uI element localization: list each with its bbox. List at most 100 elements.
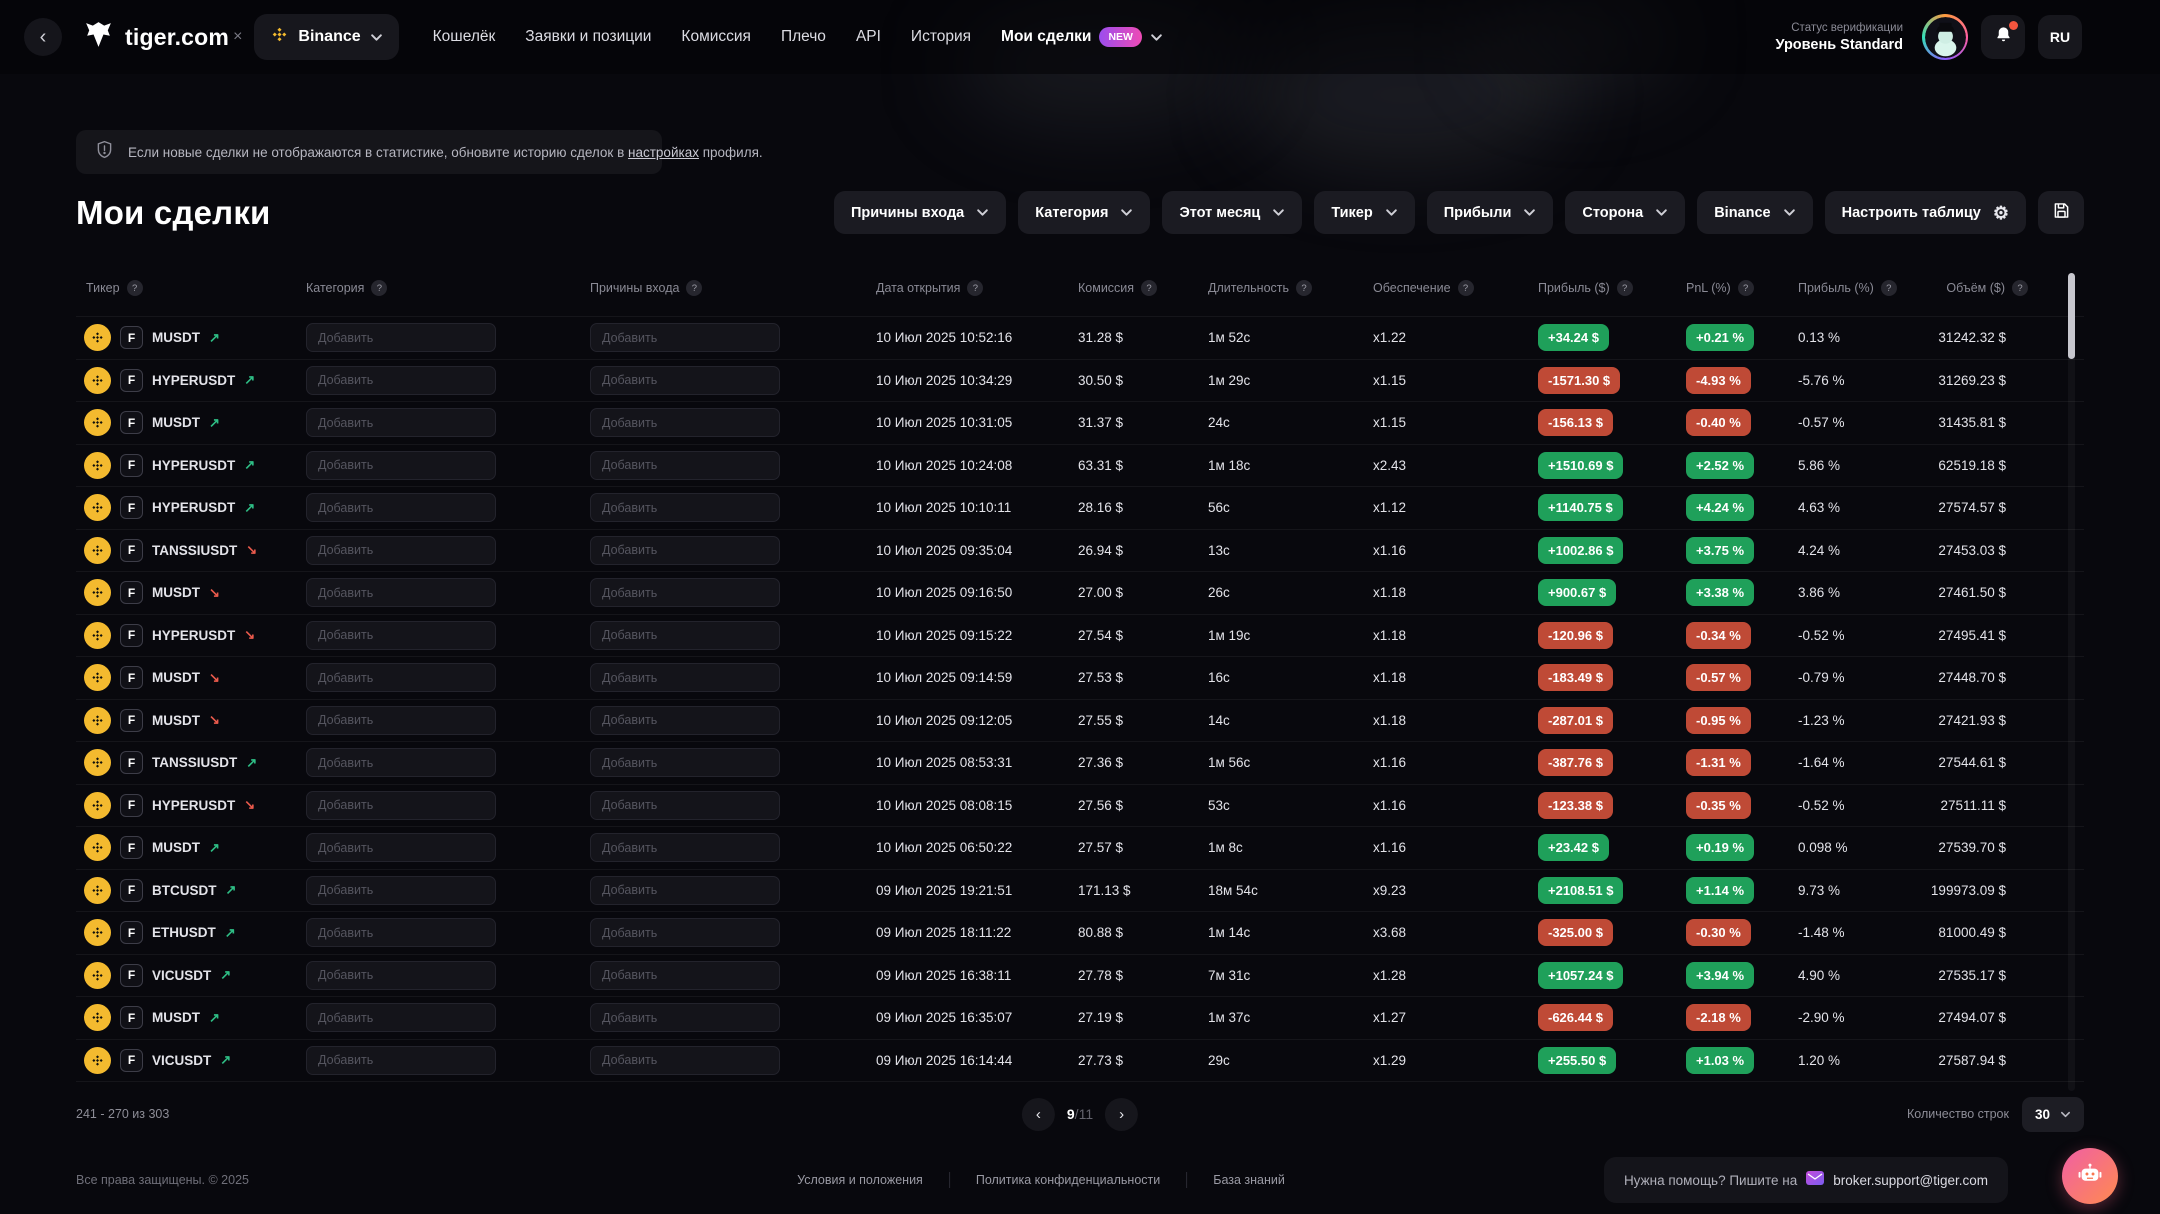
help-icon[interactable]: ?	[1296, 280, 1313, 296]
category-add-input[interactable]: Добавить	[306, 748, 496, 778]
table-row[interactable]: F TANSSIUSDT ↗ Добавить Добавить 10 Июл 2025 …	[76, 742, 2084, 785]
ticker-symbol[interactable]: HYPERUSDT	[152, 627, 236, 643]
nav-item[interactable]: Мои сделки NEW	[1001, 27, 1163, 47]
category-add-input[interactable]: Добавить	[306, 705, 496, 735]
help-icon[interactable]: ?	[1457, 280, 1474, 296]
entry-reason-add-input[interactable]: Добавить	[590, 875, 780, 905]
category-add-input[interactable]: Добавить	[306, 663, 496, 693]
filter-dropdown[interactable]: Причины входа	[833, 191, 1007, 234]
nav-item[interactable]: Плечо	[780, 28, 826, 45]
configure-table-button[interactable]: Настроить таблицу ⚙	[1824, 191, 2026, 234]
footer-link[interactable]: Условия и положения	[797, 1173, 923, 1187]
category-add-input[interactable]: Добавить	[306, 1045, 496, 1075]
help-icon[interactable]: ?	[371, 280, 388, 296]
chat-widget-button[interactable]	[2062, 1148, 2118, 1204]
filter-dropdown[interactable]: Этот месяц	[1162, 191, 1303, 234]
nav-item[interactable]: API	[855, 28, 881, 45]
ticker-symbol[interactable]: MUSDT	[152, 712, 200, 728]
table-row[interactable]: F MUSDT ↗ Добавить Добавить 10 Июл 2025 10:31…	[76, 402, 2084, 445]
exchange-select[interactable]: Binance	[254, 14, 399, 60]
entry-reason-add-input[interactable]: Добавить	[590, 918, 780, 948]
table-row[interactable]: F HYPERUSDT ↘ Добавить Добавить 10 Июл 2025 0…	[76, 615, 2084, 657]
help-icon[interactable]: ?	[1141, 280, 1158, 296]
entry-reason-add-input[interactable]: Добавить	[590, 833, 780, 863]
entry-reason-add-input[interactable]: Добавить	[590, 450, 780, 480]
category-add-input[interactable]: Добавить	[306, 620, 496, 650]
filter-dropdown[interactable]: Сторона	[1565, 191, 1686, 234]
prev-page-button[interactable]: ‹	[1021, 1097, 1055, 1131]
entry-reason-add-input[interactable]: Добавить	[590, 365, 780, 395]
table-row[interactable]: F MUSDT ↗ Добавить Добавить 10 Июл 2025 06:50…	[76, 827, 2084, 870]
filter-dropdown[interactable]: Категория	[1018, 191, 1151, 234]
ticker-symbol[interactable]: HYPERUSDT	[152, 500, 236, 516]
category-add-input[interactable]: Добавить	[306, 578, 496, 608]
ticker-symbol[interactable]: VICUSDT	[152, 1052, 212, 1068]
ticker-symbol[interactable]: MUSDT	[152, 585, 200, 601]
back-button[interactable]: ‹	[24, 18, 62, 56]
help-icon[interactable]: ?	[126, 280, 143, 296]
category-add-input[interactable]: Добавить	[306, 918, 496, 948]
entry-reason-add-input[interactable]: Добавить	[590, 408, 780, 438]
nav-item[interactable]: Кошелёк	[432, 28, 496, 45]
entry-reason-add-input[interactable]: Добавить	[590, 1003, 780, 1033]
entry-reason-add-input[interactable]: Добавить	[590, 705, 780, 735]
nav-item[interactable]: Комиссия	[681, 28, 751, 45]
settings-link[interactable]: настройках	[628, 144, 699, 160]
filter-dropdown[interactable]: Прибыли	[1426, 191, 1554, 234]
footer-link[interactable]: Политика конфиденциальности	[975, 1173, 1161, 1187]
ticker-symbol[interactable]: TANSSIUSDT	[152, 542, 238, 558]
help-icon[interactable]: ?	[686, 280, 703, 296]
entry-reason-add-input[interactable]: Добавить	[590, 1045, 780, 1075]
footer-link[interactable]: База знаний	[1213, 1173, 1285, 1187]
rows-per-page-select[interactable]: 30	[2021, 1096, 2084, 1132]
notifications-button[interactable]	[1981, 15, 2025, 59]
table-row[interactable]: F VICUSDT ↗ Добавить Добавить 09 Июл 2025 16:…	[76, 955, 2084, 997]
next-page-button[interactable]: ›	[1105, 1097, 1139, 1131]
table-row[interactable]: F HYPERUSDT ↘ Добавить Добавить 10 Июл 2025 0…	[76, 785, 2084, 827]
category-add-input[interactable]: Добавить	[306, 1003, 496, 1033]
entry-reason-add-input[interactable]: Добавить	[590, 493, 780, 523]
ticker-symbol[interactable]: TANSSIUSDT	[152, 755, 238, 771]
filter-dropdown[interactable]: Binance	[1697, 191, 1813, 234]
entry-reason-add-input[interactable]: Добавить	[590, 960, 780, 990]
table-scrollbar[interactable]	[2068, 273, 2075, 1091]
nav-item[interactable]: Заявки и позиции	[525, 28, 652, 45]
category-add-input[interactable]: Добавить	[306, 450, 496, 480]
ticker-symbol[interactable]: ETHUSDT	[152, 925, 216, 941]
category-add-input[interactable]: Добавить	[306, 833, 496, 863]
category-add-input[interactable]: Добавить	[306, 408, 496, 438]
table-row[interactable]: F HYPERUSDT ↗ Добавить Добавить 10 Июл 2025 1…	[76, 487, 2084, 530]
ticker-symbol[interactable]: HYPERUSDT	[152, 457, 236, 473]
help-icon[interactable]: ?	[967, 280, 984, 296]
category-add-input[interactable]: Добавить	[306, 323, 496, 353]
help-icon[interactable]: ?	[1737, 280, 1754, 296]
entry-reason-add-input[interactable]: Добавить	[590, 748, 780, 778]
help-icon[interactable]: ?	[2012, 280, 2028, 296]
category-add-input[interactable]: Добавить	[306, 875, 496, 905]
entry-reason-add-input[interactable]: Добавить	[590, 323, 780, 353]
ticker-symbol[interactable]: MUSDT	[152, 1010, 200, 1026]
support-email[interactable]: broker.support@tiger.com	[1833, 1172, 1988, 1188]
ticker-symbol[interactable]: VICUSDT	[152, 967, 212, 983]
ticker-symbol[interactable]: MUSDT	[152, 670, 200, 686]
ticker-symbol[interactable]: HYPERUSDT	[152, 372, 236, 388]
ticker-symbol[interactable]: MUSDT	[152, 415, 200, 431]
brand[interactable]: tiger.com	[82, 18, 229, 56]
table-row[interactable]: F HYPERUSDT ↗ Добавить Добавить 10 Июл 2025 1…	[76, 445, 2084, 487]
table-row[interactable]: F ETHUSDT ↗ Добавить Добавить 09 Июл 2025 18:…	[76, 912, 2084, 955]
entry-reason-add-input[interactable]: Добавить	[590, 535, 780, 565]
table-row[interactable]: F HYPERUSDT ↗ Добавить Добавить 10 Июл 2025 1…	[76, 360, 2084, 402]
category-add-input[interactable]: Добавить	[306, 960, 496, 990]
save-view-button[interactable]	[2038, 191, 2084, 234]
scrollbar-thumb[interactable]	[2068, 273, 2075, 359]
table-row[interactable]: F TANSSIUSDT ↘ Добавить Добавить 10 Июл 2025 …	[76, 530, 2084, 572]
table-row[interactable]: F MUSDT ↘ Добавить Добавить 10 Июл 2025 09:12…	[76, 700, 2084, 742]
table-row[interactable]: F MUSDT ↗ Добавить Добавить 09 Июл 2025 16:35…	[76, 997, 2084, 1040]
category-add-input[interactable]: Добавить	[306, 493, 496, 523]
ticker-symbol[interactable]: MUSDT	[152, 330, 200, 346]
table-row[interactable]: F MUSDT ↘ Добавить Добавить 10 Июл 2025 09:14…	[76, 657, 2084, 700]
category-add-input[interactable]: Добавить	[306, 535, 496, 565]
filter-dropdown[interactable]: Тикер	[1314, 191, 1415, 234]
help-icon[interactable]: ?	[1880, 280, 1897, 296]
entry-reason-add-input[interactable]: Добавить	[590, 620, 780, 650]
